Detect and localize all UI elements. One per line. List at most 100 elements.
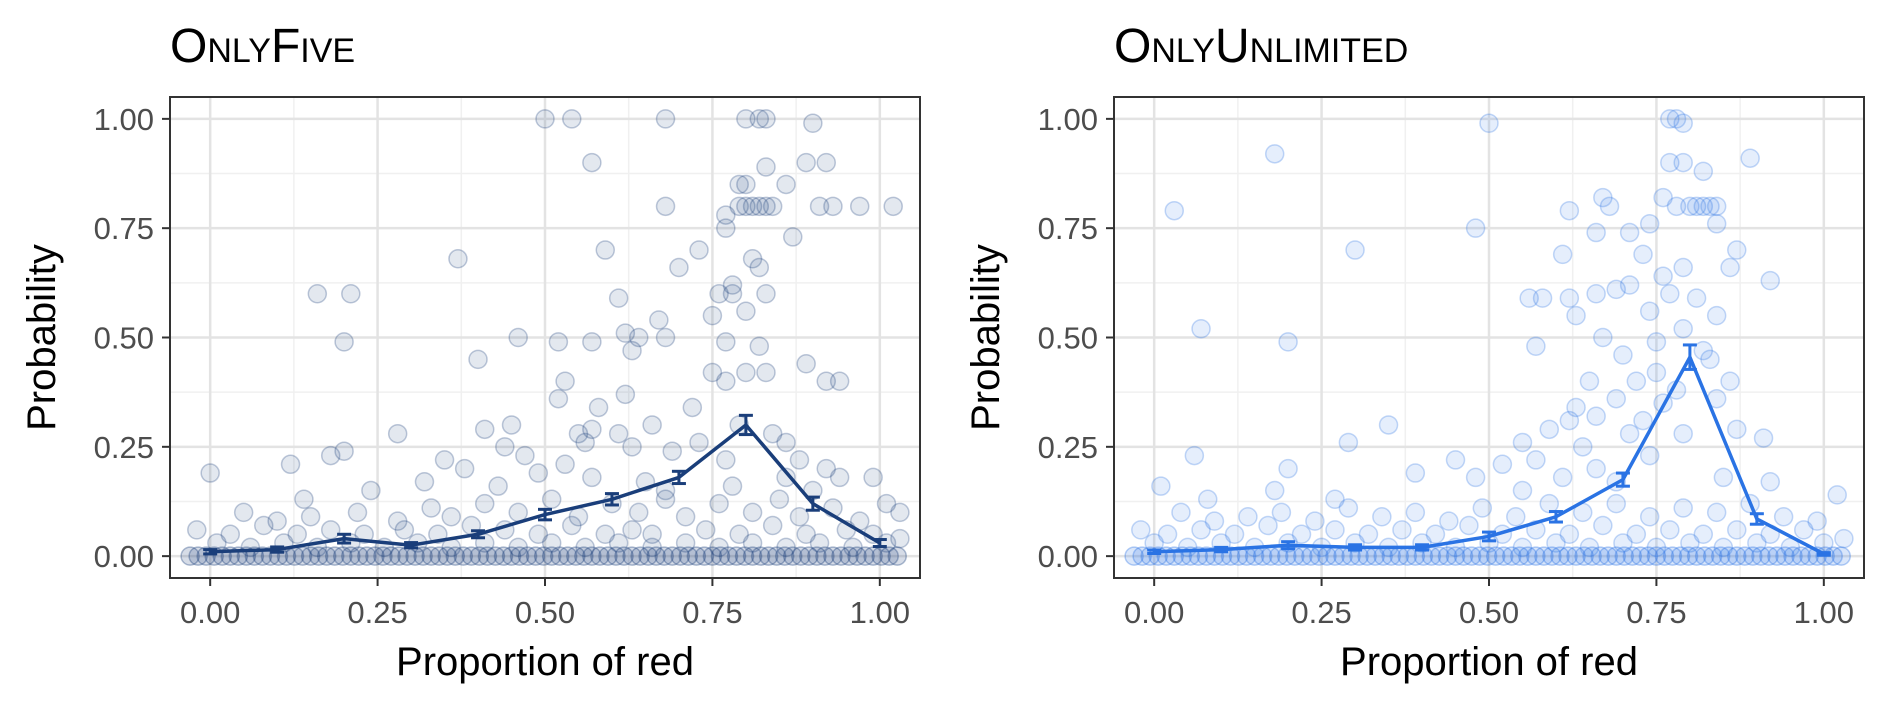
scatter-point-zero: [630, 546, 650, 566]
scatter-point: [1378, 415, 1399, 435]
scatter-point: [716, 205, 736, 225]
scatter-point-zero: [766, 546, 787, 566]
scatter-point: [1686, 288, 1707, 308]
scatter-point: [1653, 187, 1673, 208]
scatter-point: [1680, 533, 1700, 553]
scatter-point-zero: [662, 546, 682, 566]
scatter-point-zero: [1702, 546, 1723, 566]
scatter-point-zero: [654, 546, 674, 566]
scatter-point-zero: [1542, 546, 1562, 566]
chart-onlyfive: OnlyFive 0.00 0.25 0.50 0.75 1.00 0.00 0.25 0.50…: [20, 20, 921, 684]
scatter-point: [1238, 507, 1258, 527]
x-tick-label: 0.50: [515, 595, 575, 630]
scatter-point: [1345, 240, 1365, 260]
scatter-point: [1465, 218, 1486, 238]
scatter-point-zero: [582, 546, 602, 566]
scatter-point-zero: [1678, 546, 1699, 566]
scatter-point: [1666, 109, 1687, 129]
scatter-point-zero: [1727, 546, 1747, 566]
scatter-point: [562, 109, 582, 129]
scatter-point: [1512, 432, 1533, 453]
scatter-point: [267, 511, 287, 531]
scatter-point-zero: [783, 546, 803, 566]
scatter-point-zero: [308, 546, 329, 566]
scatter-point: [1559, 410, 1580, 431]
scatter-point: [655, 109, 676, 129]
scatter-point-zero: [815, 546, 835, 566]
y-tick-label: 1.00: [1038, 102, 1098, 137]
scatter-point: [756, 109, 776, 129]
scatter-point: [1291, 524, 1312, 545]
scatter-point-zero: [413, 546, 433, 566]
chart-onlyunlimited: OnlyUnlimited 0.00 0.25 0.50 0.75 1.00 0.00 0.2…: [964, 20, 1865, 684]
scatter-point: [608, 423, 629, 444]
scatter-point: [655, 196, 676, 217]
scatter-point: [655, 327, 676, 348]
scatter-point: [1633, 410, 1653, 431]
scatter-point-zero: [750, 546, 771, 566]
scatter-point-zero: [1469, 546, 1490, 566]
scatter-point: [1593, 515, 1613, 536]
scatter-point: [1204, 511, 1225, 531]
scatter-point: [1619, 423, 1640, 444]
scatter-point: [254, 515, 274, 536]
scatter-point: [1619, 275, 1640, 295]
scatter-point-zero: [1493, 546, 1514, 566]
scatter-point: [1198, 489, 1218, 510]
scatter-point: [474, 419, 495, 440]
scatter-point: [1586, 458, 1606, 479]
scatter-point-zero: [1574, 546, 1594, 566]
scatter-point: [515, 445, 535, 466]
scatter-point-zero: [469, 546, 490, 566]
scatter-point: [1472, 498, 1493, 518]
scatter-point: [756, 157, 776, 177]
scatter-point: [1626, 524, 1647, 545]
scatter-point: [1706, 196, 1727, 217]
scatter-point-zero: [686, 546, 707, 566]
scatter-point-zero: [1614, 546, 1635, 566]
scatter-point: [776, 537, 796, 558]
scatter-point: [1606, 279, 1626, 300]
scatter-point: [1506, 507, 1526, 527]
scatter-point-zero: [389, 546, 409, 566]
scatter-point: [347, 502, 368, 523]
scatter-point: [200, 463, 220, 483]
scatter-point: [468, 349, 488, 370]
y-tick-label: 1.00: [94, 102, 154, 137]
scatter-point: [1593, 187, 1613, 208]
scatter-point: [816, 458, 836, 479]
scatter-point: [1586, 284, 1606, 304]
scatter-point: [1639, 301, 1660, 322]
scatter-point: [1653, 266, 1673, 287]
scatter-point-zero: [1662, 546, 1683, 566]
scatter-point: [1512, 537, 1533, 558]
scatter-point: [1405, 502, 1426, 523]
scatter-point: [1693, 524, 1714, 545]
scatter-point-zero: [1437, 546, 1458, 566]
scatter-point: [756, 196, 776, 217]
scatter-point: [1727, 520, 1747, 540]
y-tick-label: 0.25: [94, 430, 154, 465]
scatter-point: [1465, 467, 1486, 488]
scatter-point: [1552, 244, 1573, 265]
scatter-point: [508, 327, 528, 348]
x-tick-label: 0.00: [180, 595, 240, 630]
scatter-point-zero: [461, 546, 482, 566]
scatter-point-zero: [1429, 546, 1450, 566]
scatter-point: [1479, 113, 1499, 133]
scatter-point: [341, 284, 361, 304]
scatter-point: [682, 397, 703, 418]
scatter-point: [414, 472, 435, 492]
scatter-point: [642, 415, 662, 435]
scatter-point: [387, 511, 408, 531]
scatter-point-zero: [614, 546, 634, 566]
scatter-point: [582, 419, 602, 440]
scatter-point: [1539, 493, 1560, 514]
scatter-point-zero: [1622, 546, 1643, 566]
scatter-point-zero: [509, 546, 530, 566]
scatter-point: [1673, 498, 1693, 518]
scatter-point: [1633, 244, 1653, 265]
scatter-point: [287, 524, 307, 545]
scatter-point-zero: [324, 546, 345, 566]
scatter-point: [1613, 533, 1633, 553]
